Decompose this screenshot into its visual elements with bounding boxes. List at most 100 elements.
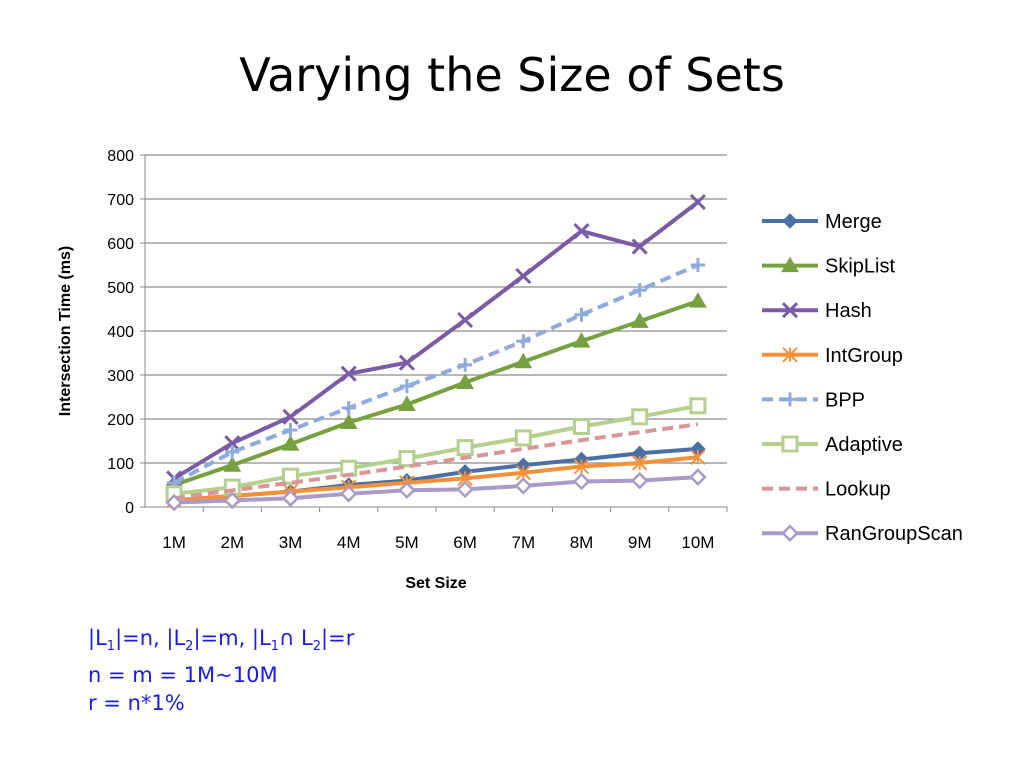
data-point-marker <box>781 302 799 319</box>
legend-label: Hash <box>825 300 872 322</box>
note-subscript: 2 <box>312 639 322 655</box>
y-tick-label: 200 <box>107 412 134 429</box>
y-tick-label: 400 <box>107 324 134 341</box>
series-line-adaptive <box>173 403 699 496</box>
x-axis-title: Set Size <box>405 575 466 592</box>
data-point-marker <box>515 267 532 285</box>
series-bpp <box>167 258 705 490</box>
legend-item-intgroup: IntGroup <box>762 345 903 367</box>
series-line-rangroupscan <box>174 475 699 505</box>
x-tick-label: 3M <box>279 533 303 552</box>
legend-item-rangroupscan: RanGroupScan <box>762 523 963 545</box>
legend-item-bpp: BPP <box>762 389 865 411</box>
data-point-marker <box>631 238 648 255</box>
data-point-marker <box>399 379 414 393</box>
data-point-marker <box>456 480 474 499</box>
note-line-set-definitions: |L1|=n, |L2|=m, |L1∩ L2|=r <box>88 624 354 661</box>
x-tick-label: 7M <box>511 533 535 552</box>
legend-item-merge: Merge <box>762 211 882 233</box>
data-point-marker <box>573 223 590 240</box>
x-tick-label: 4M <box>337 533 361 552</box>
data-point-marker <box>783 392 797 407</box>
legend-item-skiplist: SkipList <box>762 256 895 278</box>
data-point-marker <box>223 456 242 472</box>
line-chart: 0 100 200 300 400 500 600 700 800 1M 2M 3M 4M 5M 6M 7M… <box>57 148 963 592</box>
x-tick-label: 5M <box>395 533 419 552</box>
data-point-marker <box>341 401 356 415</box>
data-point-marker <box>282 408 299 425</box>
data-point-marker <box>398 395 416 411</box>
data-point-marker <box>689 292 707 308</box>
data-point-marker <box>224 435 241 452</box>
y-tick-label: 100 <box>107 456 134 473</box>
note-subscript: 1 <box>270 639 279 655</box>
note-text: |=m, |L <box>193 626 271 650</box>
data-point-marker <box>574 307 589 322</box>
data-point-marker <box>782 213 798 229</box>
series-line-skiplist <box>173 299 699 487</box>
data-point-marker <box>339 485 358 503</box>
data-point-marker <box>398 450 416 468</box>
data-point-marker <box>281 489 300 507</box>
legend: Merge SkipList Hash IntGroup BPP Adaptive Look… <box>762 211 963 545</box>
legend-label: BPP <box>825 389 865 411</box>
data-point-marker <box>631 455 648 471</box>
data-point-marker <box>690 258 705 272</box>
legend-label: IntGroup <box>825 345 903 367</box>
y-tick-label: 300 <box>107 368 134 385</box>
data-point-marker <box>514 352 533 369</box>
series-line-bpp <box>173 263 699 485</box>
data-point-marker <box>456 373 474 389</box>
note-text: ∩ L <box>279 626 313 650</box>
note-text: |=n, |L <box>115 626 186 650</box>
data-point-marker <box>281 435 300 451</box>
data-point-marker <box>781 256 799 273</box>
data-point-marker <box>689 468 707 486</box>
note-line-size-range: n = m = 1M~10M <box>88 663 278 688</box>
data-point-marker <box>689 397 707 415</box>
legend-label: Adaptive <box>825 434 903 456</box>
data-point-marker <box>689 194 706 211</box>
legend-label: RanGroupScan <box>825 523 963 545</box>
notes-block: |L1|=n, |L2|=m, |L1∩ L2|=r n = m = 1M~10… <box>88 624 354 717</box>
data-point-marker <box>225 445 240 459</box>
data-point-marker <box>514 477 533 495</box>
data-point-marker <box>782 347 798 363</box>
x-tick-label: 1M <box>162 533 186 552</box>
data-point-marker <box>223 491 242 510</box>
x-tick-label: 8M <box>570 533 594 552</box>
data-point-marker <box>630 312 649 328</box>
y-tick-label: 500 <box>107 280 134 297</box>
legend-item-adaptive: Adaptive <box>762 434 903 456</box>
x-tick-label: 2M <box>220 533 244 552</box>
x-tick-label: 9M <box>628 533 652 552</box>
legend-item-hash: Hash <box>762 300 872 322</box>
data-point-marker <box>283 423 298 437</box>
x-tick-label: 6M <box>453 533 477 552</box>
series-line-intgroup <box>173 455 699 503</box>
y-tick-labels: 0 100 200 300 400 500 600 700 800 <box>107 148 134 517</box>
note-line-ratio: r = n*1% <box>88 691 185 716</box>
series-line-lookup <box>173 422 699 501</box>
data-point-marker <box>632 283 647 298</box>
data-point-marker <box>572 332 591 348</box>
y-axis-title: Intersection Time (ms) <box>57 246 74 416</box>
data-point-marker <box>456 439 474 457</box>
data-point-marker <box>573 417 590 435</box>
y-tick-label: 600 <box>107 236 134 253</box>
data-point-marker <box>573 458 590 475</box>
legend-label: Merge <box>825 211 882 233</box>
data-point-marker <box>165 493 183 512</box>
series-line-hash <box>173 200 700 481</box>
legend-label: SkipList <box>825 256 895 278</box>
data-point-marker <box>690 449 706 465</box>
data-point-marker <box>630 471 649 490</box>
series-adaptive <box>165 397 707 503</box>
data-point-marker <box>282 467 299 485</box>
series-rangroupscan <box>165 468 707 512</box>
y-tick-label: 800 <box>107 148 134 165</box>
data-point-marker <box>339 413 358 430</box>
note-subscript: 1 <box>106 639 116 655</box>
slide-title: Varying the Size of Sets <box>239 48 785 102</box>
data-point-marker <box>572 472 591 491</box>
